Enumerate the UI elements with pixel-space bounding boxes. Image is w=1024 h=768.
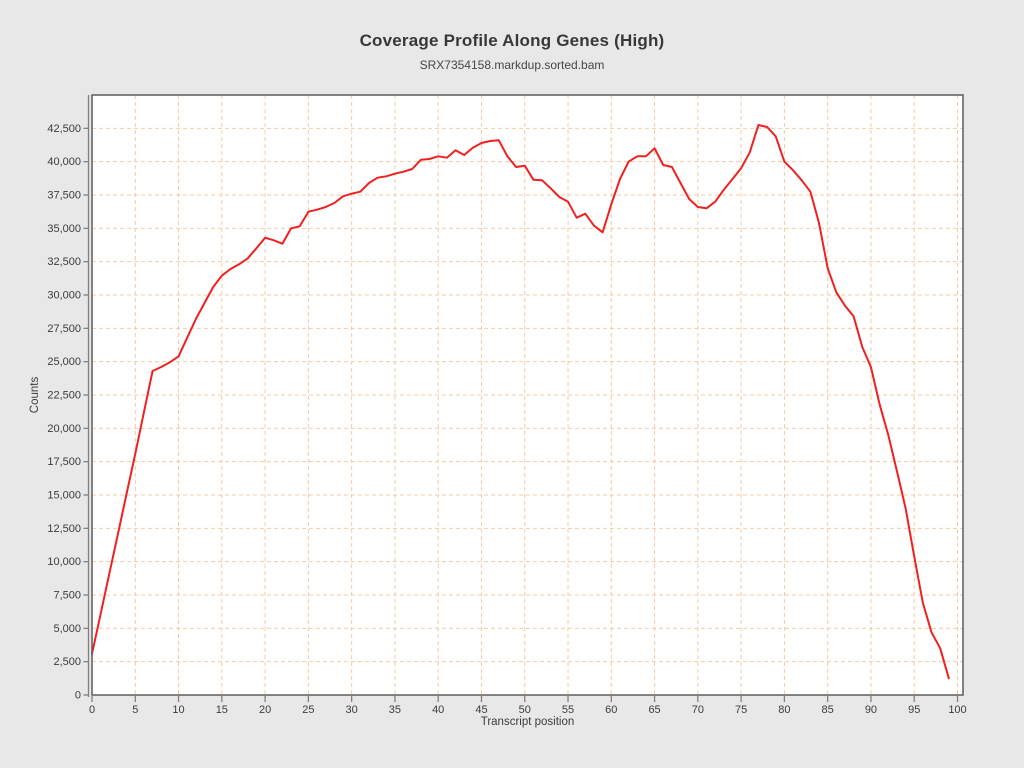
x-tick-label: 15: [216, 704, 228, 716]
x-tick-label: 30: [346, 704, 358, 716]
y-tick-label: 7,500: [53, 590, 81, 602]
y-tick-label: 2,500: [53, 656, 81, 668]
x-tick-label: 0: [89, 704, 95, 716]
y-tick-label: 12,500: [47, 523, 81, 535]
x-tick-label: 65: [648, 704, 660, 716]
x-tick-label: 45: [475, 704, 487, 716]
x-tick-label: 5: [132, 704, 138, 716]
x-tick-label: 80: [778, 704, 790, 716]
x-tick-label: 85: [822, 704, 834, 716]
x-tick-label: 60: [605, 704, 617, 716]
axes: [83, 95, 959, 702]
x-axis-title: Transcript position: [481, 716, 575, 728]
tick-labels: 0 2,500 5,000 7,500 10,000 12,500 15,000 17,500…: [47, 123, 966, 716]
y-tick-label: 30,000: [47, 290, 81, 302]
y-tick-label: 10,000: [47, 556, 81, 568]
x-tick-label: 95: [908, 704, 920, 716]
y-axis-title: Counts: [29, 377, 41, 414]
x-tick-label: 20: [259, 704, 271, 716]
coverage-series-line: [91, 124, 950, 680]
y-tick-label: 37,500: [47, 190, 81, 202]
y-tick-label: 22,500: [47, 390, 81, 402]
x-tick-label: 25: [302, 704, 314, 716]
y-tick-label: 15,000: [47, 490, 81, 502]
x-tick-label: 40: [432, 704, 444, 716]
x-tick-label: 70: [692, 704, 704, 716]
y-tick-label: 27,500: [47, 323, 81, 335]
y-tick-label: 17,500: [47, 456, 81, 468]
x-tick-label: 50: [519, 704, 531, 716]
plot-border: [91, 94, 964, 696]
x-tick-label: 10: [172, 704, 184, 716]
y-tick-label: 5,000: [53, 623, 81, 635]
y-tick-label: 20,000: [47, 423, 81, 435]
chart-subtitle: SRX7354158.markdup.sorted.bam: [419, 58, 605, 72]
y-tick-label: 32,500: [47, 256, 81, 268]
chart-title: Coverage Profile Along Genes (High): [359, 31, 665, 50]
x-tick-label: 35: [389, 704, 401, 716]
y-tick-label: 35,000: [47, 223, 81, 235]
y-tick-label: 25,000: [47, 356, 81, 368]
y-tick-label: 40,000: [47, 156, 81, 168]
x-tick-label: 90: [865, 704, 877, 716]
gridlines: [91, 95, 963, 696]
y-tick-label: 42,500: [47, 123, 81, 135]
x-tick-label: 100: [948, 704, 966, 716]
x-tick-label: 55: [562, 704, 574, 716]
y-tick-label: 0: [75, 690, 81, 702]
x-tick-label: 75: [735, 704, 747, 716]
